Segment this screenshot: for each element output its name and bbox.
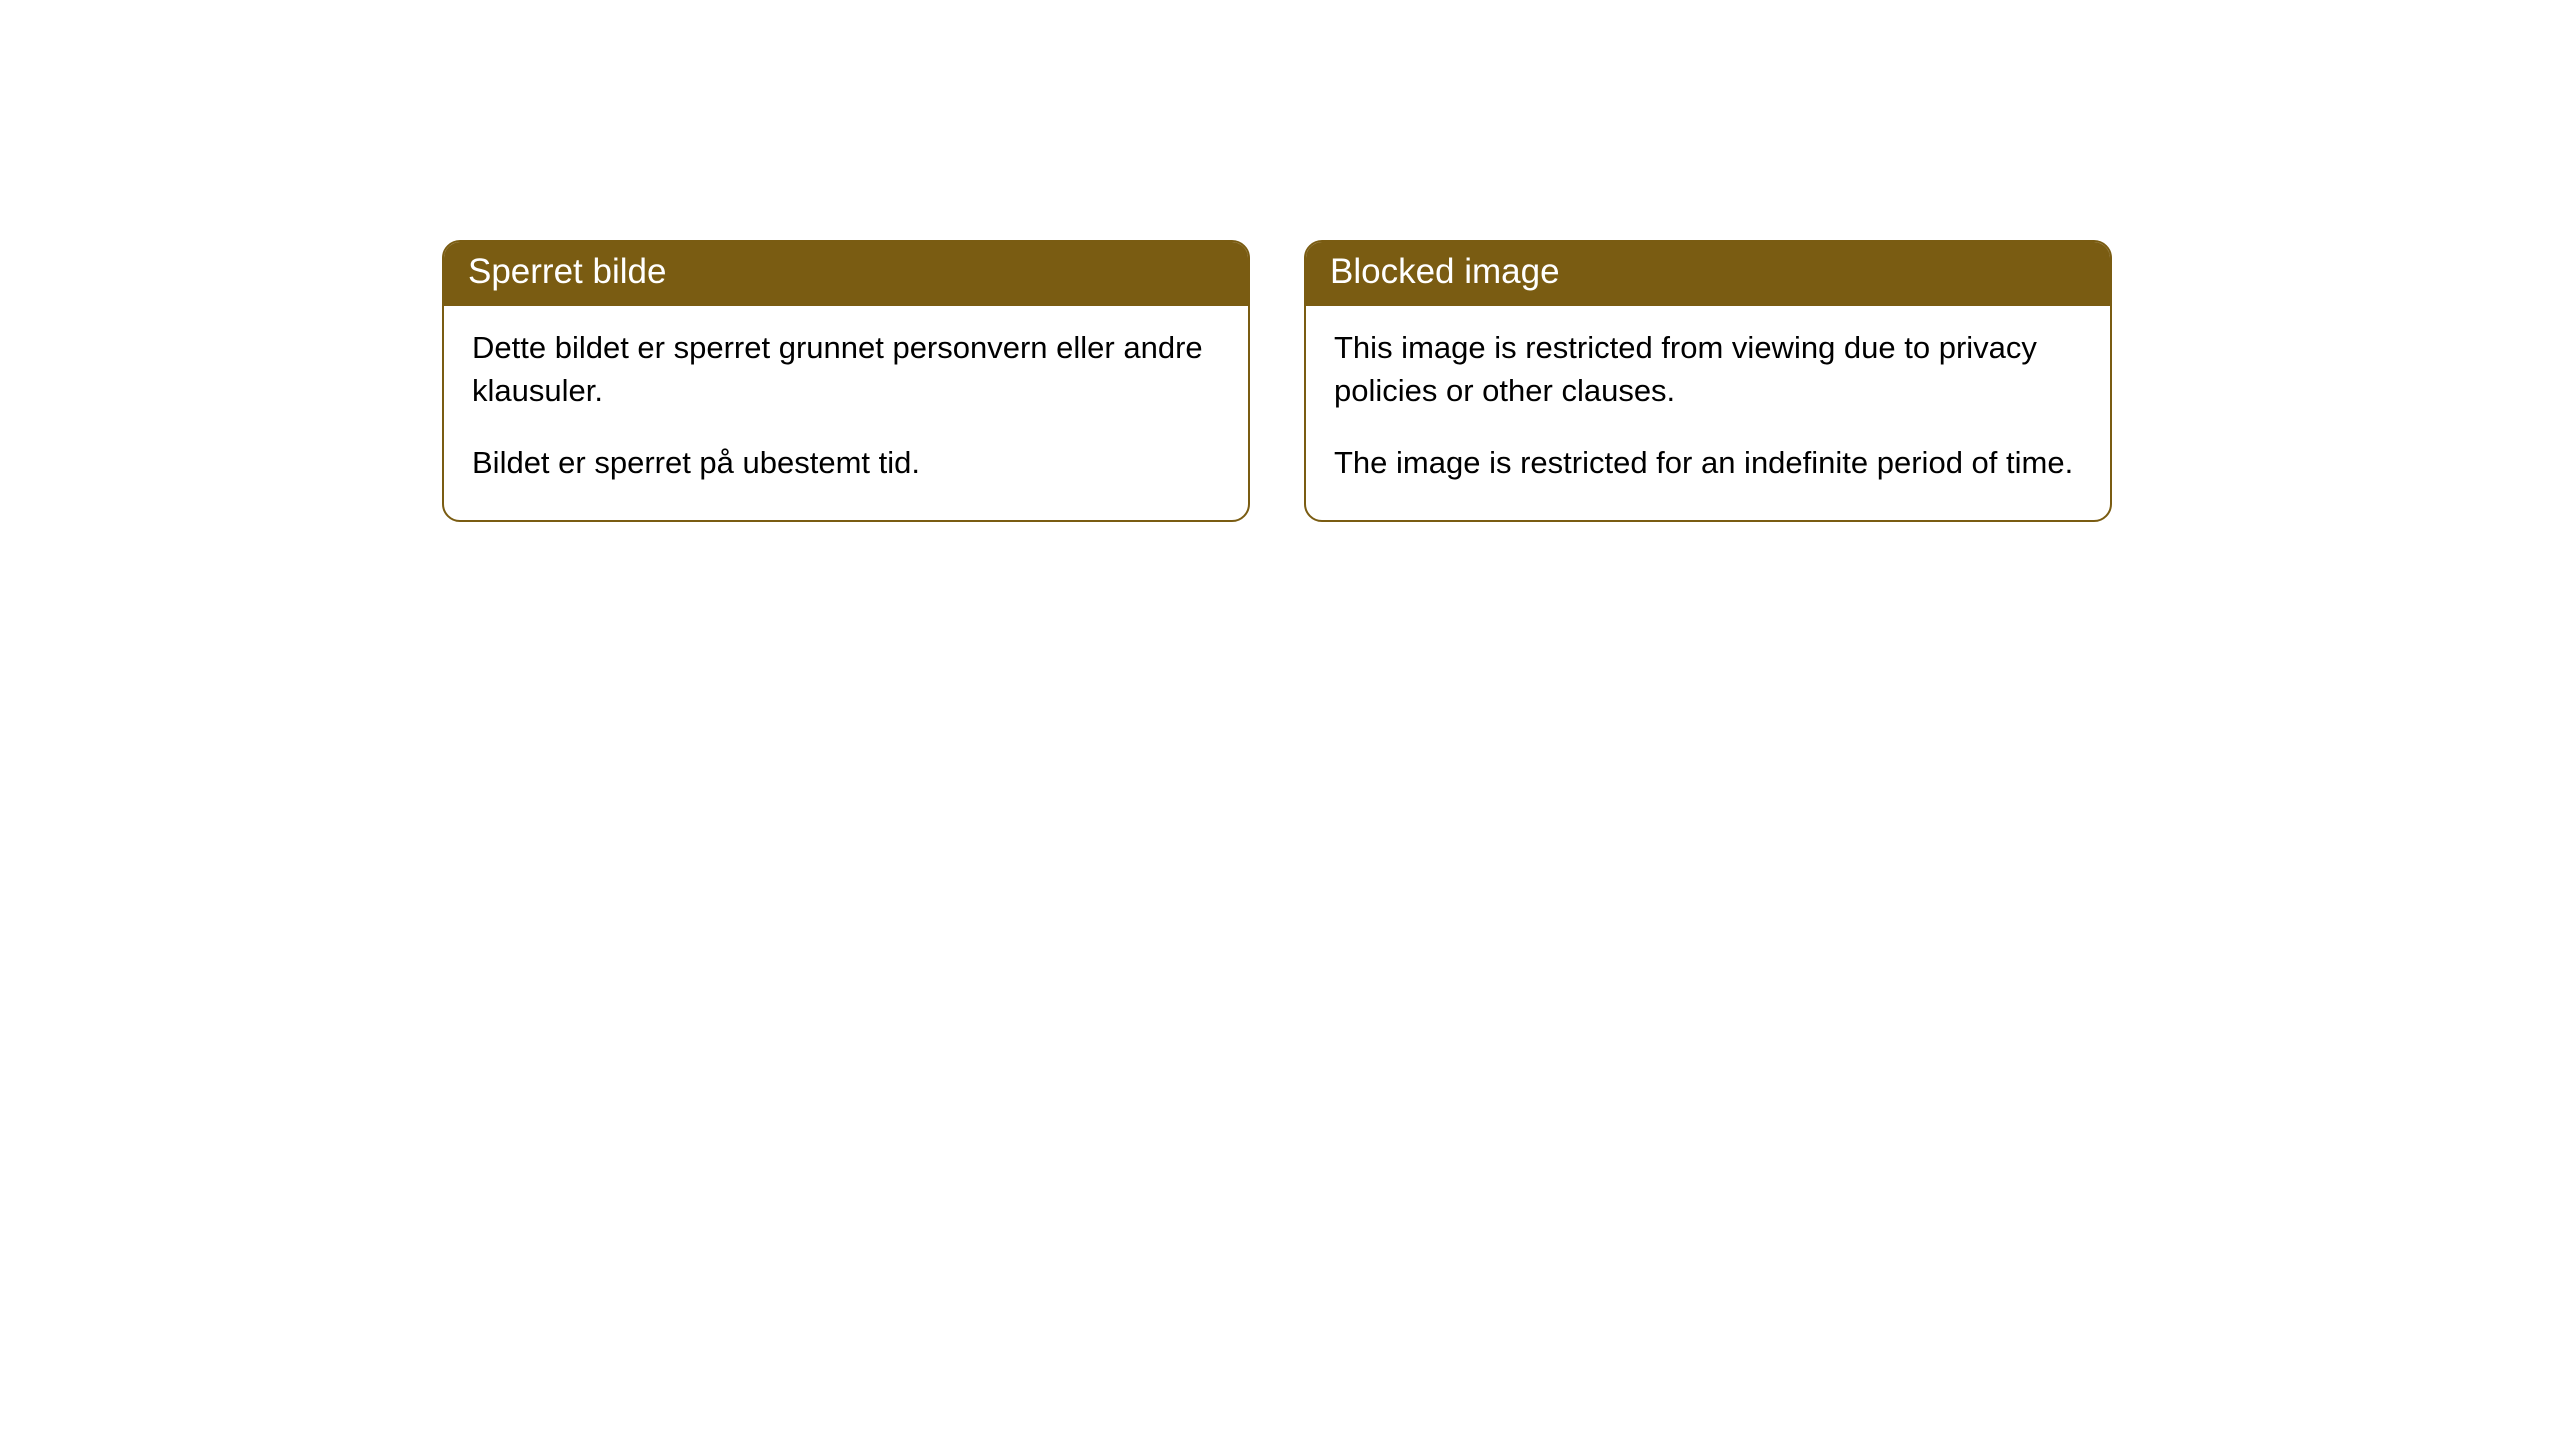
notice-paragraph: Bildet er sperret på ubestemt tid. (472, 441, 1220, 484)
notice-container: Sperret bilde Dette bildet er sperret gr… (442, 240, 2112, 522)
notice-card-norwegian: Sperret bilde Dette bildet er sperret gr… (442, 240, 1250, 522)
notice-header-english: Blocked image (1306, 242, 2110, 306)
notice-header-norwegian: Sperret bilde (444, 242, 1248, 306)
notice-paragraph: The image is restricted for an indefinit… (1334, 441, 2082, 484)
notice-paragraph: This image is restricted from viewing du… (1334, 326, 2082, 413)
notice-card-english: Blocked image This image is restricted f… (1304, 240, 2112, 522)
notice-paragraph: Dette bildet er sperret grunnet personve… (472, 326, 1220, 413)
notice-body-english: This image is restricted from viewing du… (1306, 306, 2110, 520)
notice-body-norwegian: Dette bildet er sperret grunnet personve… (444, 306, 1248, 520)
